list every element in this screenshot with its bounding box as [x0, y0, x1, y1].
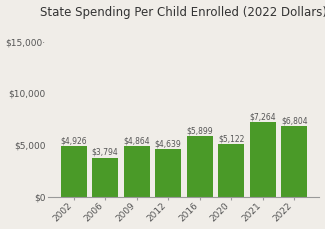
Bar: [218, 144, 244, 197]
Bar: [187, 136, 213, 197]
Bar: [281, 126, 307, 197]
Bar: [155, 149, 181, 197]
Bar: [124, 147, 150, 197]
Bar: [250, 122, 276, 197]
Text: $6,804: $6,804: [281, 117, 307, 126]
Text: $3,794: $3,794: [92, 148, 119, 157]
Text: $5,899: $5,899: [187, 126, 213, 135]
Text: $4,926: $4,926: [60, 136, 87, 145]
Title: State Spending Per Child Enrolled (2022 Dollars): State Spending Per Child Enrolled (2022 …: [40, 5, 325, 19]
Text: $5,122: $5,122: [218, 134, 244, 143]
Text: $7,264: $7,264: [249, 112, 276, 121]
Bar: [61, 146, 86, 197]
Text: $4,639: $4,639: [155, 139, 182, 148]
Text: $4,864: $4,864: [124, 137, 150, 146]
Bar: [92, 158, 118, 197]
